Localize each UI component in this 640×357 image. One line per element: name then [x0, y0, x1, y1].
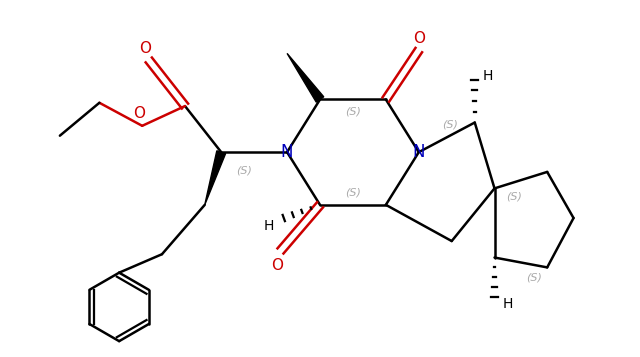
Text: (S): (S): [345, 188, 361, 198]
Text: O: O: [133, 106, 145, 121]
Polygon shape: [205, 151, 226, 205]
Text: O: O: [140, 41, 152, 56]
Text: (S): (S): [236, 166, 252, 176]
Text: O: O: [271, 258, 283, 273]
Text: H: H: [483, 69, 493, 84]
Text: (S): (S): [506, 192, 522, 202]
Text: O: O: [413, 31, 425, 46]
Text: (S): (S): [345, 106, 361, 116]
Text: (S): (S): [442, 120, 458, 130]
Text: N: N: [413, 143, 425, 161]
Text: H: H: [502, 297, 513, 311]
Text: N: N: [281, 143, 293, 161]
Polygon shape: [287, 54, 324, 102]
Text: H: H: [264, 219, 275, 233]
Text: (S): (S): [526, 272, 542, 282]
